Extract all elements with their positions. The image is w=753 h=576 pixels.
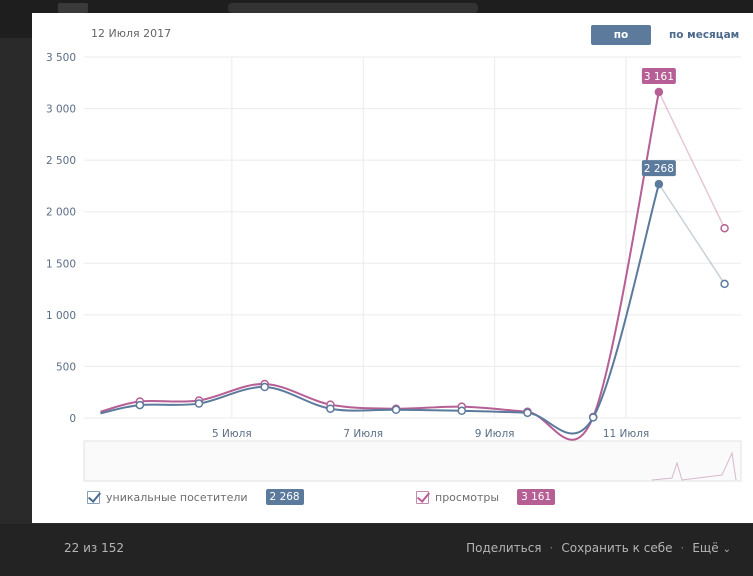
x-tick-label: 7 Июля (343, 428, 383, 440)
range-navigator (83, 440, 742, 482)
navigator-preview-line (651, 451, 737, 481)
data-point (720, 223, 729, 233)
logo-shape (58, 3, 88, 13)
data-label: 3 161 (644, 71, 674, 83)
selected-date: 12 Июля 2017 (91, 27, 172, 40)
x-tick-label: 9 Июля (475, 428, 515, 440)
data-point (260, 382, 269, 392)
y-tick-label: 0 (69, 413, 76, 425)
series-line-forecast-0 (658, 91, 726, 229)
legend-unique-label: уникальные посетители (106, 490, 248, 504)
data-label-bg (641, 67, 676, 84)
data-label-bg (641, 160, 676, 177)
data-point (135, 400, 145, 410)
series-line-forecast-1 (658, 183, 726, 285)
more-menu[interactable]: Ещё ⌄ (692, 541, 731, 555)
search-bar-shape (228, 3, 478, 13)
footer-actions: Поделиться · Сохранить к себе · Ещё ⌄ (466, 541, 731, 555)
photo-counter: 22 из 152 (64, 541, 124, 555)
y-tick-label: 500 (56, 361, 76, 373)
legend-unique-badge: 2 268 (265, 489, 304, 505)
x-tick-label: 5 Июля (212, 428, 252, 440)
chevron-down-icon: ⌄ (722, 544, 731, 555)
line-chart: 0 500 1 000 1 500 2 000 2 500 3 000 3 500 5 Июля… (46, 52, 742, 482)
separator-dot: · (680, 541, 685, 555)
share-link[interactable]: Поделиться (466, 541, 542, 555)
save-link[interactable]: Сохранить к себе (561, 541, 673, 555)
y-tick-label: 1 500 (46, 258, 76, 270)
data-point (457, 406, 467, 416)
legend-unique-visitors[interactable]: уникальные посетители 2 268 (87, 488, 304, 506)
checkbox-icon[interactable] (416, 490, 429, 504)
legend-views-badge: 3 161 (517, 489, 556, 505)
checkbox-icon[interactable] (87, 490, 100, 504)
series-line-0 (100, 91, 660, 441)
y-tick-label: 3 500 (46, 52, 76, 64)
legend-views-label: просмотры (435, 490, 500, 504)
data-label: 2 268 (644, 163, 674, 175)
y-tick-label: 2 500 (46, 155, 76, 167)
data-point (194, 399, 204, 408)
toggle-by-months-button[interactable]: по месяцам (669, 29, 740, 41)
data-point (588, 413, 598, 422)
data-point (654, 179, 664, 189)
x-tick-label: 11 Июля (603, 428, 649, 440)
y-tick-label: 2 000 (46, 207, 76, 219)
data-point (720, 279, 729, 289)
data-point (391, 405, 401, 414)
stats-card: 12 Июля 2017 по дням по месяцам 0 500 1 00… (32, 13, 753, 523)
data-point (654, 87, 664, 97)
plot-area (84, 57, 741, 418)
data-point (326, 404, 335, 413)
separator-dot: · (549, 541, 554, 555)
y-tick-label: 1 000 (46, 310, 76, 322)
legend-views[interactable]: просмотры 3 161 (416, 488, 556, 506)
y-tick-label: 3 000 (46, 104, 76, 116)
photo-footer: 22 из 152 Поделиться · Сохранить к себе … (0, 524, 753, 576)
data-point (523, 408, 532, 418)
